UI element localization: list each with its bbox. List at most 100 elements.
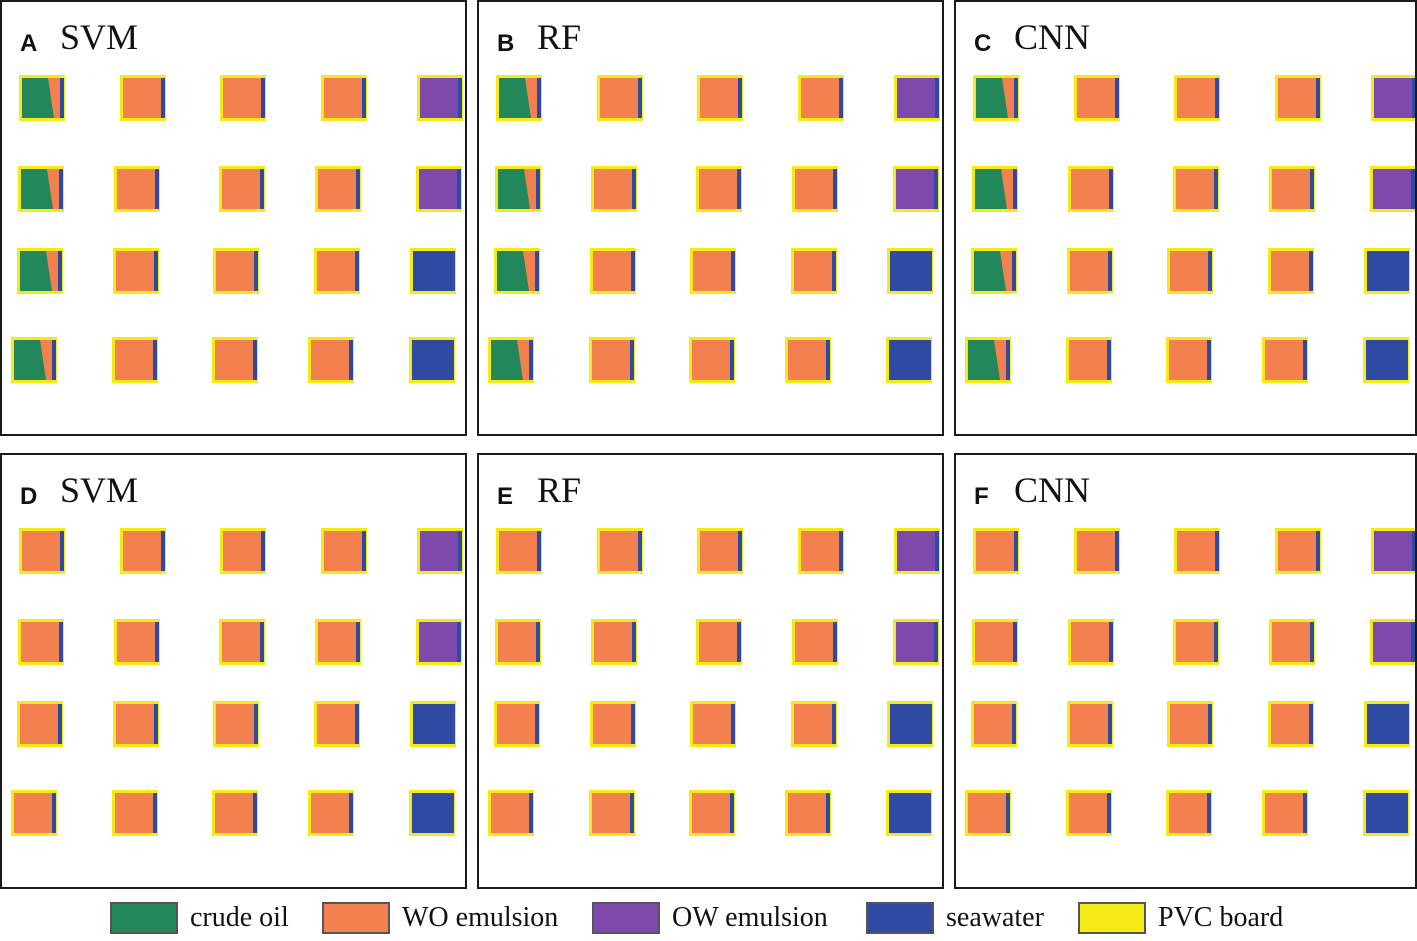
sample-edge <box>1109 622 1113 662</box>
sample-edge <box>362 78 366 118</box>
sample-fill-wo <box>222 169 260 209</box>
sample-square <box>120 528 166 574</box>
sample-fill-wo <box>795 169 833 209</box>
sample-mixed-region <box>1002 78 1014 118</box>
sample-fill-sea <box>1367 704 1405 744</box>
sample-edge <box>155 622 159 662</box>
sample-square <box>792 166 838 212</box>
panel-title: RF <box>537 470 582 510</box>
sample-edge <box>261 531 265 571</box>
sample-edge <box>1107 340 1111 380</box>
sample-square <box>488 337 534 383</box>
sample-edge <box>154 704 158 744</box>
sample-fill-wo <box>794 704 832 744</box>
sample-fill-wo <box>498 622 536 662</box>
sample-fill-wo <box>788 340 826 380</box>
sample-square <box>416 619 462 665</box>
sample-edge <box>153 340 157 380</box>
sample-fill-wo <box>223 531 261 571</box>
sample-fill-sea <box>412 793 450 833</box>
panel-b: B RF <box>477 0 944 436</box>
sample-mixed-region <box>524 169 536 209</box>
sample-edge <box>260 169 264 209</box>
sample-edge <box>254 704 258 744</box>
sample-fill-wo <box>692 340 730 380</box>
sample-square <box>112 337 158 383</box>
panel-title: RF <box>537 17 582 57</box>
sample-square <box>308 337 354 383</box>
sample-fill-wo <box>317 251 355 291</box>
sample-edge <box>1316 531 1320 571</box>
sample-fill-wo <box>324 531 362 571</box>
sample-fill-wo <box>311 340 349 380</box>
sample-grid <box>11 75 463 383</box>
sample-fill-wo <box>794 251 832 291</box>
sample-square <box>1173 166 1219 212</box>
sample-fill-wo <box>593 704 631 744</box>
sample-square <box>1068 619 1114 665</box>
sample-edge <box>59 169 63 209</box>
sample-fill-wo <box>311 793 349 833</box>
sample-edge <box>1207 793 1211 833</box>
legend-label: crude oil <box>190 902 289 933</box>
sample-mixed-region <box>46 251 58 291</box>
sample-fill-wo <box>317 704 355 744</box>
sample-edge <box>529 340 533 380</box>
sample-square <box>972 619 1018 665</box>
sample-fill-wo <box>324 78 362 118</box>
sample-fill-wo <box>1077 531 1115 571</box>
sample-fill-wo <box>795 622 833 662</box>
sample-square <box>893 619 939 665</box>
sample-edge <box>1214 622 1218 662</box>
sample-edge <box>458 78 462 118</box>
sample-square <box>220 528 266 574</box>
sample-edge <box>1109 169 1113 209</box>
sample-square <box>798 528 844 574</box>
sample-edge <box>153 793 157 833</box>
legend: crude oil WO emulsion OW emulsion seawat… <box>0 896 1417 941</box>
sample-fill-sea <box>889 793 927 833</box>
sample-fill-wo <box>600 78 638 118</box>
sample-fill-wo <box>1170 251 1208 291</box>
sample-edge <box>1207 340 1211 380</box>
panel-title: SVM <box>60 17 139 57</box>
sample-square <box>791 248 837 294</box>
sample-fill-ow <box>896 622 934 662</box>
sample-fill-wo <box>499 531 537 571</box>
sample-edge <box>927 793 931 833</box>
sample-fill-wo <box>693 704 731 744</box>
sample-mixed-region <box>525 78 537 118</box>
legend-label: seawater <box>946 902 1044 933</box>
sample-edge <box>1215 531 1219 571</box>
sample-fill-wo <box>117 169 155 209</box>
panel-d: D SVM <box>0 453 467 889</box>
sample-square <box>1363 337 1409 383</box>
sample-edge <box>1006 793 1010 833</box>
sample-grid <box>965 75 1415 383</box>
sample-fill-sea <box>1366 340 1404 380</box>
sample-fill-wo <box>115 340 153 380</box>
sample-fill-wo <box>1271 251 1309 291</box>
sample-edge <box>1013 622 1017 662</box>
sample-fill-wo <box>491 793 529 833</box>
sample-fill-wo <box>318 622 356 662</box>
sample-edge <box>260 622 264 662</box>
sample-fill-wo <box>21 622 59 662</box>
sample-grid <box>488 528 940 836</box>
sample-fill-wo <box>497 704 535 744</box>
sample-square <box>792 619 838 665</box>
sample-square <box>219 166 265 212</box>
sample-edge <box>355 251 359 291</box>
sample-square <box>1269 166 1315 212</box>
sample-fill-wo <box>123 78 161 118</box>
sample-fill-wo <box>968 793 1006 833</box>
sample-fill-sea <box>412 340 450 380</box>
sample-square <box>212 790 258 836</box>
sample-square <box>971 701 1017 747</box>
sample-square <box>696 166 742 212</box>
sample-square <box>696 619 742 665</box>
sample-square <box>893 166 939 212</box>
sample-square <box>597 75 643 121</box>
sample-square <box>495 166 541 212</box>
sample-fill-wo <box>692 793 730 833</box>
